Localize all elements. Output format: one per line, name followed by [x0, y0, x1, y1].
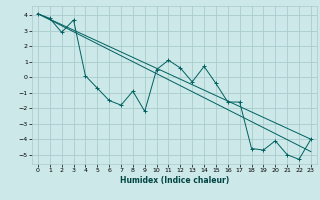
- X-axis label: Humidex (Indice chaleur): Humidex (Indice chaleur): [120, 176, 229, 185]
